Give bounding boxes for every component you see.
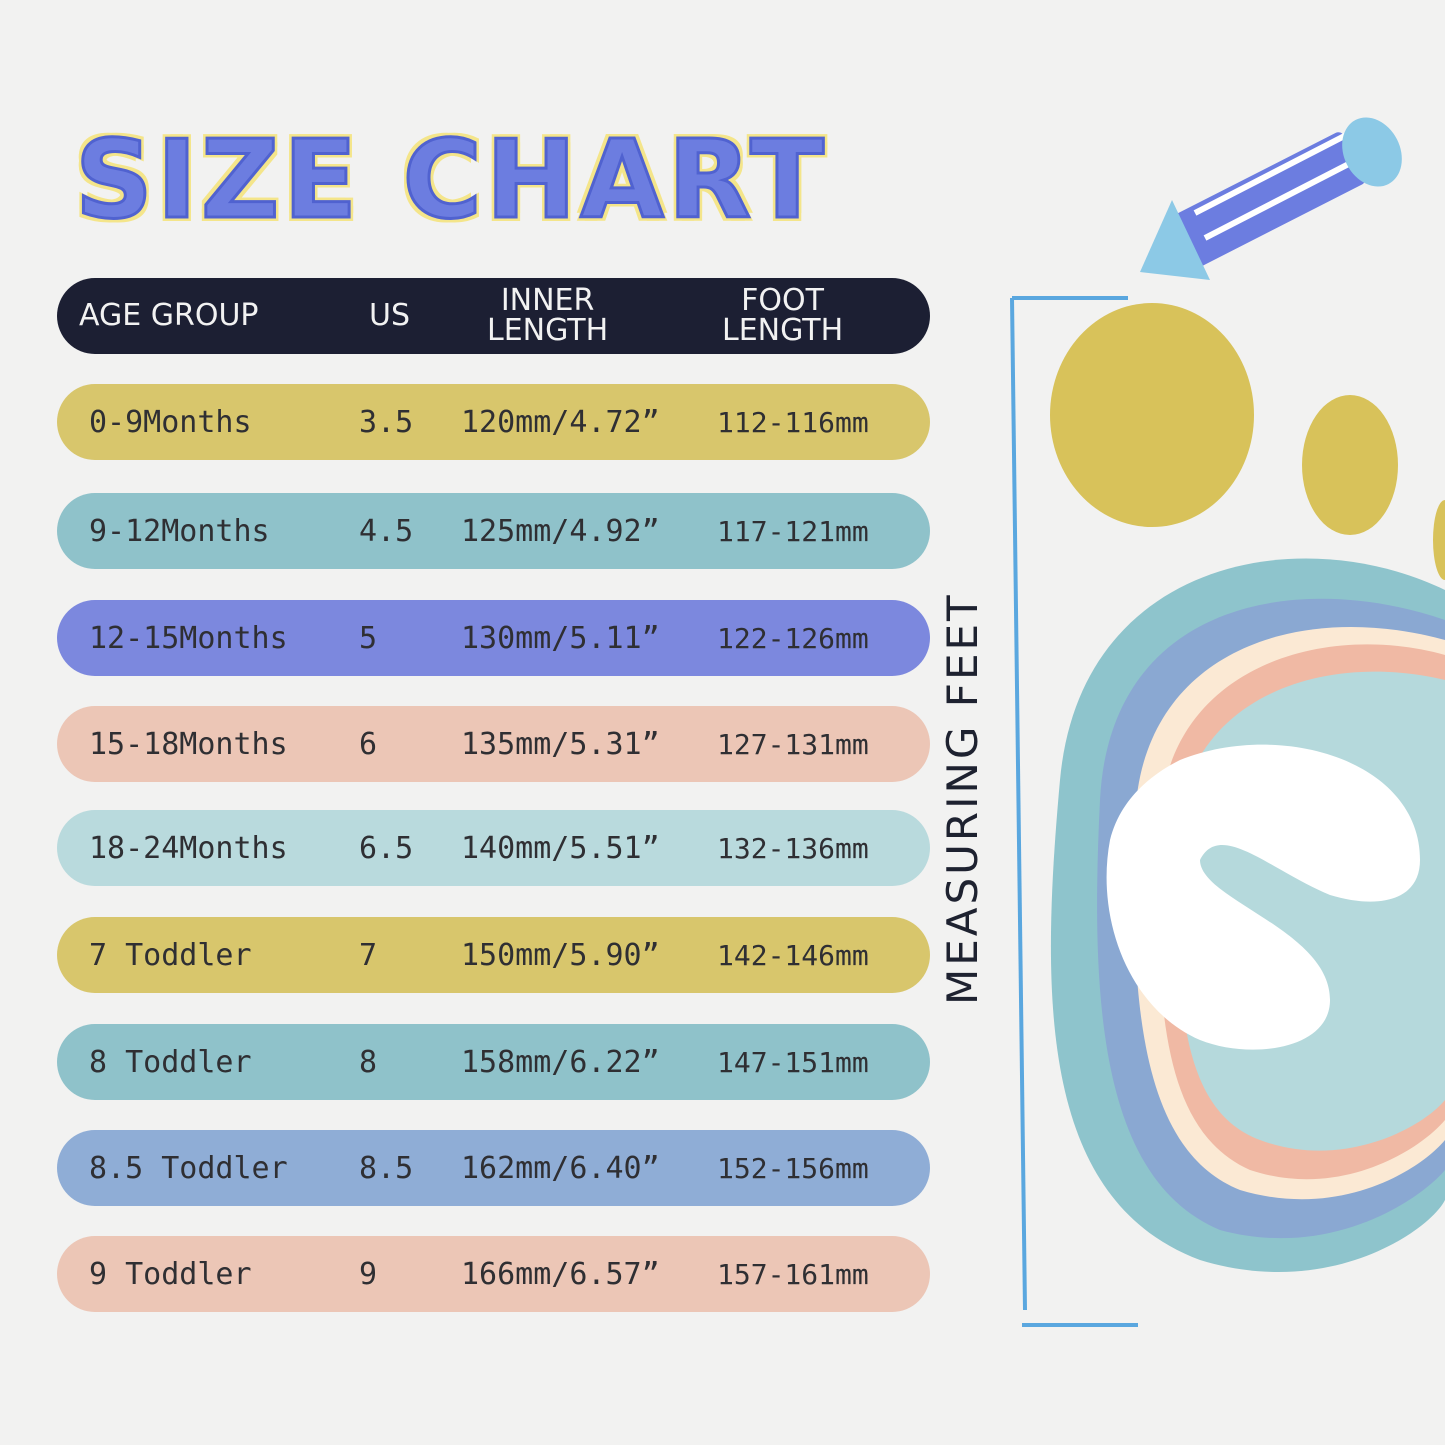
age-cell: 18-24Months (89, 830, 288, 866)
table-row: 8.5 Toddler 8.5 162mm/6.40” 152-156mm (57, 1130, 930, 1206)
us-size-cell: 9 (359, 1256, 378, 1292)
foot-length-cell: 132-136mm (717, 831, 869, 865)
table-row: 7 Toddler 7 150mm/5.90” 142-146mm (57, 917, 930, 993)
age-cell: 15-18Months (89, 726, 288, 762)
foot-length-cell: 147-151mm (717, 1045, 869, 1079)
us-size-cell: 4.5 (359, 513, 414, 549)
toe-icons (1050, 303, 1445, 580)
inner-length-cell: 158mm/6.22” (461, 1044, 660, 1080)
us-size-cell: 6.5 (359, 830, 414, 866)
table-row: 9-12Months 4.5 125mm/4.92” 117-121mm (57, 493, 930, 569)
us-size-cell: 3.5 (359, 404, 414, 440)
inner-length-cell: 166mm/6.57” (461, 1256, 660, 1292)
header-us: US (369, 298, 411, 333)
inner-length-cell: 135mm/5.31” (461, 726, 660, 762)
age-cell: 8.5 Toddler (89, 1150, 288, 1186)
header-foot-length: FOOT LENGTH (722, 283, 844, 348)
age-cell: 9-12Months (89, 513, 270, 549)
age-cell: 0-9Months (89, 404, 252, 440)
table-row: 8 Toddler 8 158mm/6.22” 147-151mm (57, 1024, 930, 1100)
table-row: 18-24Months 6.5 140mm/5.51” 132-136mm (57, 810, 930, 886)
inner-length-cell: 120mm/4.72” (461, 404, 660, 440)
foot-length-cell: 112-116mm (717, 405, 869, 439)
foot-length-cell: 152-156mm (717, 1151, 869, 1185)
inner-length-cell: 162mm/6.40” (461, 1150, 660, 1186)
us-size-cell: 8 (359, 1044, 378, 1080)
foot-length-cell: 122-126mm (717, 621, 869, 655)
table-row: 12-15Months 5 130mm/5.11” 122-126mm (57, 600, 930, 676)
page-title: SIZE CHART (74, 117, 828, 245)
us-size-cell: 6 (359, 726, 378, 762)
footprint-icon (1050, 558, 1445, 1273)
foot-length-cell: 127-131mm (717, 727, 869, 761)
us-size-cell: 5 (359, 620, 378, 656)
table-row: 9 Toddler 9 166mm/6.57” 157-161mm (57, 1236, 930, 1312)
pencil-icon (1140, 117, 1402, 280)
header-inner-length: INNER LENGTH (487, 283, 609, 348)
age-cell: 8 Toddler (89, 1044, 252, 1080)
inner-length-cell: 130mm/5.11” (461, 620, 660, 656)
foot-length-cell: 157-161mm (717, 1257, 869, 1291)
age-cell: 9 Toddler (89, 1256, 252, 1292)
foot-length-cell: 117-121mm (717, 514, 869, 548)
age-cell: 7 Toddler (89, 937, 252, 973)
age-cell: 12-15Months (89, 620, 288, 656)
inner-length-cell: 140mm/5.51” (461, 830, 660, 866)
table-header: AGE GROUP US INNER LENGTH FOOT LENGTH (57, 278, 930, 354)
inner-length-cell: 125mm/4.92” (461, 513, 660, 549)
inner-length-cell: 150mm/5.90” (461, 937, 660, 973)
measuring-feet-label: MEASURING FEET (938, 592, 987, 1005)
table-row: 15-18Months 6 135mm/5.31” 127-131mm (57, 706, 930, 782)
us-size-cell: 7 (359, 937, 378, 973)
header-age-group: AGE GROUP (79, 298, 259, 333)
ruler-line (1010, 296, 1138, 1327)
foot-length-cell: 142-146mm (717, 938, 869, 972)
us-size-cell: 8.5 (359, 1150, 414, 1186)
table-row: 0-9Months 3.5 120mm/4.72” 112-116mm (57, 384, 930, 460)
